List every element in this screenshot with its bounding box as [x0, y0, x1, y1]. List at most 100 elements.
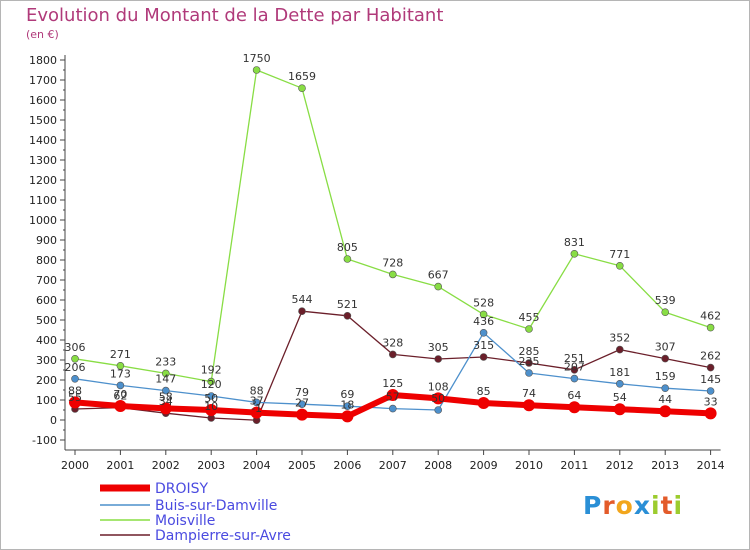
data-label: 54	[613, 391, 627, 404]
data-label: 50	[431, 392, 445, 405]
y-tick-label: 300	[36, 354, 57, 367]
data-label: 18	[340, 398, 354, 411]
x-tick-label: 2003	[197, 459, 225, 472]
series-point	[706, 387, 715, 395]
data-label: 305	[428, 341, 449, 354]
y-tick-label: 1500	[29, 114, 57, 127]
series-point	[388, 270, 397, 279]
series-point	[434, 406, 443, 414]
data-label: 62	[113, 390, 127, 403]
data-label: 64	[567, 389, 581, 402]
data-label: 69	[340, 388, 354, 401]
data-label: 70	[113, 388, 127, 401]
data-label: 27	[295, 397, 309, 410]
data-label: 55	[68, 391, 82, 404]
series-point	[162, 369, 170, 378]
data-label: 74	[522, 387, 536, 400]
data-label: 307	[655, 341, 676, 354]
data-label: 306	[65, 341, 86, 354]
series-point	[613, 403, 626, 416]
x-tick-label: 2011	[560, 459, 588, 472]
series-point	[298, 307, 306, 316]
data-label: 207	[564, 361, 585, 374]
data-label: 58	[159, 390, 173, 403]
y-tick-label: 1800	[29, 54, 57, 67]
x-tick-label: 2014	[697, 459, 725, 472]
y-tick-label: 200	[36, 374, 57, 387]
series-point	[477, 397, 490, 409]
data-label: 88	[250, 384, 264, 397]
series-point	[432, 392, 445, 405]
data-label: 539	[655, 294, 676, 307]
series-point	[296, 408, 308, 421]
y-tick-label: 0	[50, 414, 57, 427]
data-label: 173	[110, 367, 131, 380]
series-point	[343, 255, 352, 263]
data-label: 79	[295, 386, 309, 399]
data-label: 33	[704, 395, 718, 408]
data-label: 831	[564, 236, 585, 249]
series-point	[343, 402, 352, 411]
y-tick-label: 100	[36, 394, 57, 407]
data-label: 37	[250, 395, 264, 408]
data-label: 328	[382, 336, 403, 349]
chart-series	[69, 66, 717, 425]
data-label: 285	[519, 345, 540, 358]
series-point	[159, 402, 172, 415]
chart-legend: DROISYBuis-sur-DamvilleMoisvilleDampierr…	[100, 481, 291, 544]
x-tick-label: 2002	[152, 459, 180, 472]
series-point	[386, 389, 399, 401]
series-point	[615, 345, 624, 354]
data-label: 235	[519, 355, 540, 368]
series-point	[570, 365, 579, 374]
series-point	[479, 310, 488, 319]
x-tick-label: 2008	[424, 459, 452, 472]
chart-axes: -100 0 100 200 300 400 500 600 700 800 900 1000 1100…	[29, 54, 725, 472]
series-point	[71, 374, 79, 383]
data-label: 271	[110, 348, 131, 361]
data-label: 352	[609, 332, 630, 345]
data-label: 159	[655, 370, 676, 383]
data-label: 85	[477, 385, 491, 398]
data-label: 181	[609, 366, 630, 379]
series-point	[205, 404, 218, 416]
x-tick-label: 2009	[470, 459, 498, 472]
legend-label: DROISY	[155, 481, 209, 497]
data-label: 728	[382, 256, 403, 269]
data-label: 192	[201, 364, 222, 377]
series-point	[116, 361, 125, 370]
y-tick-label: 700	[36, 274, 57, 287]
y-tick-label: 1000	[29, 214, 57, 227]
series-point	[250, 406, 263, 419]
series-point	[615, 261, 624, 270]
y-tick-label: 1300	[29, 154, 57, 167]
y-tick-label: 1100	[29, 194, 57, 207]
x-tick-label: 2013	[651, 459, 679, 472]
series-point	[570, 250, 579, 258]
data-label: 1659	[288, 70, 316, 83]
series-point	[704, 407, 717, 420]
data-label: 233	[155, 355, 176, 368]
x-tick-label: 2012	[606, 459, 634, 472]
x-tick-label: 2010	[515, 459, 543, 472]
chart-data-labels: 306 271 233 192 1750 1659 805 728 667 528 455 831 77…	[65, 52, 722, 415]
data-label: 44	[658, 393, 672, 406]
series-point	[252, 66, 261, 74]
data-label: 262	[700, 350, 721, 363]
data-label: 145	[700, 373, 721, 386]
y-tick-label: 400	[36, 334, 57, 347]
series-point	[207, 392, 215, 400]
series-point	[615, 379, 624, 388]
chart-title: Evolution du Montant de la Dette par Hab…	[26, 5, 444, 26]
x-tick-label: 2000	[61, 459, 89, 472]
data-label: 1750	[243, 52, 271, 65]
series-point	[479, 328, 488, 337]
data-label: 34	[159, 395, 173, 408]
data-label: 57	[386, 391, 400, 404]
data-label: 528	[473, 296, 494, 309]
x-tick-label: 2006	[333, 459, 361, 472]
series-point	[570, 374, 579, 383]
data-label: 667	[428, 269, 449, 282]
series-point	[568, 401, 581, 414]
